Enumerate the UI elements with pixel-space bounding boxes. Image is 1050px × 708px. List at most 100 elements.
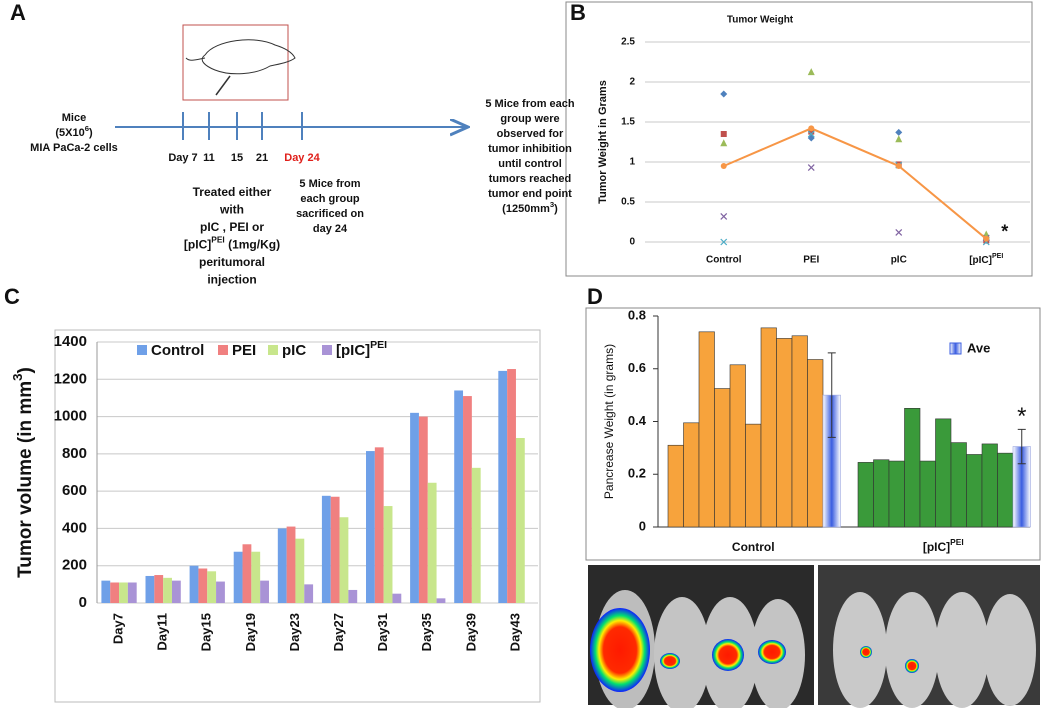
bar <box>981 443 998 528</box>
bar <box>997 452 1014 528</box>
x-tick-label: Day15 <box>199 613 214 651</box>
marker-triangle <box>807 68 815 76</box>
bar <box>127 582 137 603</box>
text-part: tumor end point <box>488 188 572 200</box>
bar <box>436 598 446 603</box>
bar <box>776 338 793 528</box>
x-tick-label: Day7 <box>110 613 125 644</box>
bar <box>242 544 252 603</box>
y-tick-label: 1.5 <box>621 117 635 128</box>
x-tick-label: Day43 <box>507 613 522 651</box>
bar <box>366 451 375 603</box>
bar <box>198 568 208 603</box>
y-tick-label: 0 <box>639 518 646 533</box>
text-part: peritumoral <box>199 255 265 269</box>
text-line: with <box>219 203 244 217</box>
text-line: sacrificed on <box>296 208 364 220</box>
y-tick-label: 2.5 <box>621 37 635 48</box>
error-bar <box>827 352 836 438</box>
bar <box>383 506 393 603</box>
text-part: [pIC] <box>184 238 211 252</box>
legend-label: pIC <box>282 342 306 359</box>
marker-diamond <box>895 128 903 136</box>
text-line: each group <box>300 193 360 205</box>
bar <box>873 459 890 528</box>
text-part: tumor inhibition <box>488 143 572 155</box>
x-tick-label: Day19 <box>243 613 258 651</box>
bar <box>339 517 349 603</box>
panel-label: D <box>587 284 603 309</box>
superscript: 3 <box>10 373 25 380</box>
bar <box>745 423 762 528</box>
group-label: [pIC]PEI <box>923 537 964 554</box>
bar <box>904 408 921 528</box>
superscript: 6 <box>85 124 89 133</box>
superscript: 3 <box>550 200 554 209</box>
x-tick-label: Day23 <box>287 613 302 651</box>
y-tick-label: 1200 <box>54 370 87 387</box>
bar <box>163 577 172 603</box>
superscript: PEI <box>950 537 964 547</box>
bar <box>145 575 155 603</box>
x-tick-label: Day31 <box>375 613 390 651</box>
bar <box>119 582 128 603</box>
bar <box>515 438 525 603</box>
mouse-drawing <box>185 39 296 75</box>
text-line: tumor inhibition <box>488 143 572 155</box>
marker-circle <box>983 235 990 242</box>
y-axis-label: Tumor volume (in mm3) <box>10 367 36 578</box>
y-tick-label: 0.4 <box>628 413 647 428</box>
superscript: PEI <box>211 235 225 245</box>
text-part: Tumor volume (in mm <box>15 381 36 578</box>
text-line: group were <box>500 113 559 125</box>
text-part: tumors reached <box>489 173 572 185</box>
bar <box>321 495 331 603</box>
x-tick-label: pIC <box>891 255 907 266</box>
marker-circle <box>895 163 902 169</box>
marker-diamond <box>720 90 728 98</box>
bar <box>714 388 731 528</box>
bar <box>760 327 777 528</box>
bar <box>857 462 874 528</box>
legend-label: [pIC]PEI <box>336 339 387 359</box>
text-line: 5 Mice from <box>299 178 360 190</box>
marker-diamond <box>807 134 815 142</box>
bar <box>698 331 715 528</box>
marker-x <box>895 228 903 236</box>
text-part: each group <box>300 193 360 205</box>
bar <box>950 442 967 528</box>
y-tick-label: 0 <box>79 594 87 611</box>
bar <box>348 589 358 603</box>
y-tick-label: 1400 <box>54 333 87 350</box>
text-part: ) <box>554 203 558 215</box>
bar <box>507 369 516 603</box>
day-label: Day 24 <box>284 152 320 164</box>
bar <box>101 580 111 603</box>
bar <box>286 526 296 603</box>
x-tick-label: Control <box>706 255 742 266</box>
text-part: 5 Mice from each <box>485 98 575 110</box>
y-tick-label: 800 <box>62 445 87 462</box>
panel-label: C <box>4 284 20 309</box>
bar <box>110 582 120 603</box>
bar <box>233 551 243 603</box>
annotation: * <box>1017 403 1026 430</box>
panel-label: A <box>10 0 26 25</box>
x-tick-label: [pIC]PEI <box>969 253 1003 265</box>
bar <box>888 460 905 528</box>
bar <box>463 396 472 603</box>
legend-swatch <box>268 345 278 355</box>
bar <box>304 584 314 603</box>
text-line: peritumoral <box>199 255 265 269</box>
bar <box>498 370 508 603</box>
bar <box>392 593 402 603</box>
day-label: Day 7 <box>168 152 197 164</box>
bar <box>251 551 261 603</box>
imaging-photo <box>588 565 1040 708</box>
text-line: [pIC]PEI (1mg/Kg) <box>184 235 280 252</box>
panel-b-frame <box>565 1 1033 277</box>
bar <box>427 482 437 603</box>
superscript: PEI <box>992 253 1003 260</box>
bar <box>667 444 684 528</box>
chart-title: Tumor Weight <box>727 15 794 26</box>
